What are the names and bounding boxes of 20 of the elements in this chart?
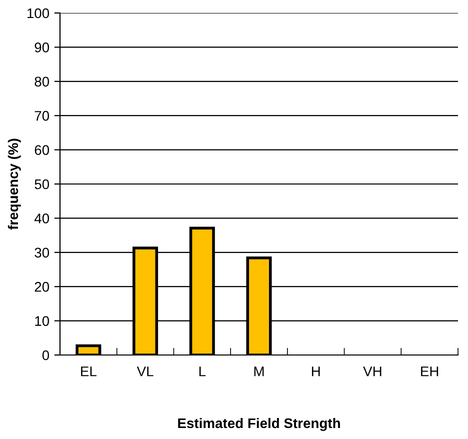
x-tick-label: M — [254, 366, 264, 376]
y-tick-label: 10 — [35, 316, 50, 326]
x-tick-label: EL — [81, 366, 96, 376]
x-tick-label: L — [199, 366, 206, 376]
y-tick-label: 40 — [34, 214, 50, 224]
y-tick-label: 30 — [34, 248, 50, 258]
y-tick-label: 80 — [34, 76, 50, 87]
y-tick-label: 60 — [34, 145, 50, 155]
y-tick-label: 20 — [34, 282, 50, 292]
y-tick-label: 100 — [27, 8, 50, 18]
y-tick-label: 90 — [34, 42, 50, 52]
y-axis-title: frequency (%) — [8, 138, 21, 230]
x-axis-title: Estimated Field Strength — [178, 418, 340, 431]
x-tick-label: EH — [421, 366, 438, 376]
y-tick-label: 0 — [42, 350, 50, 360]
y-tick-label: 50 — [34, 179, 50, 190]
y-tick-label: 70 — [34, 110, 50, 121]
x-tick-label: VL — [136, 366, 154, 376]
x-tick-label: H — [312, 366, 320, 376]
x-tick-label: VH — [363, 366, 382, 376]
